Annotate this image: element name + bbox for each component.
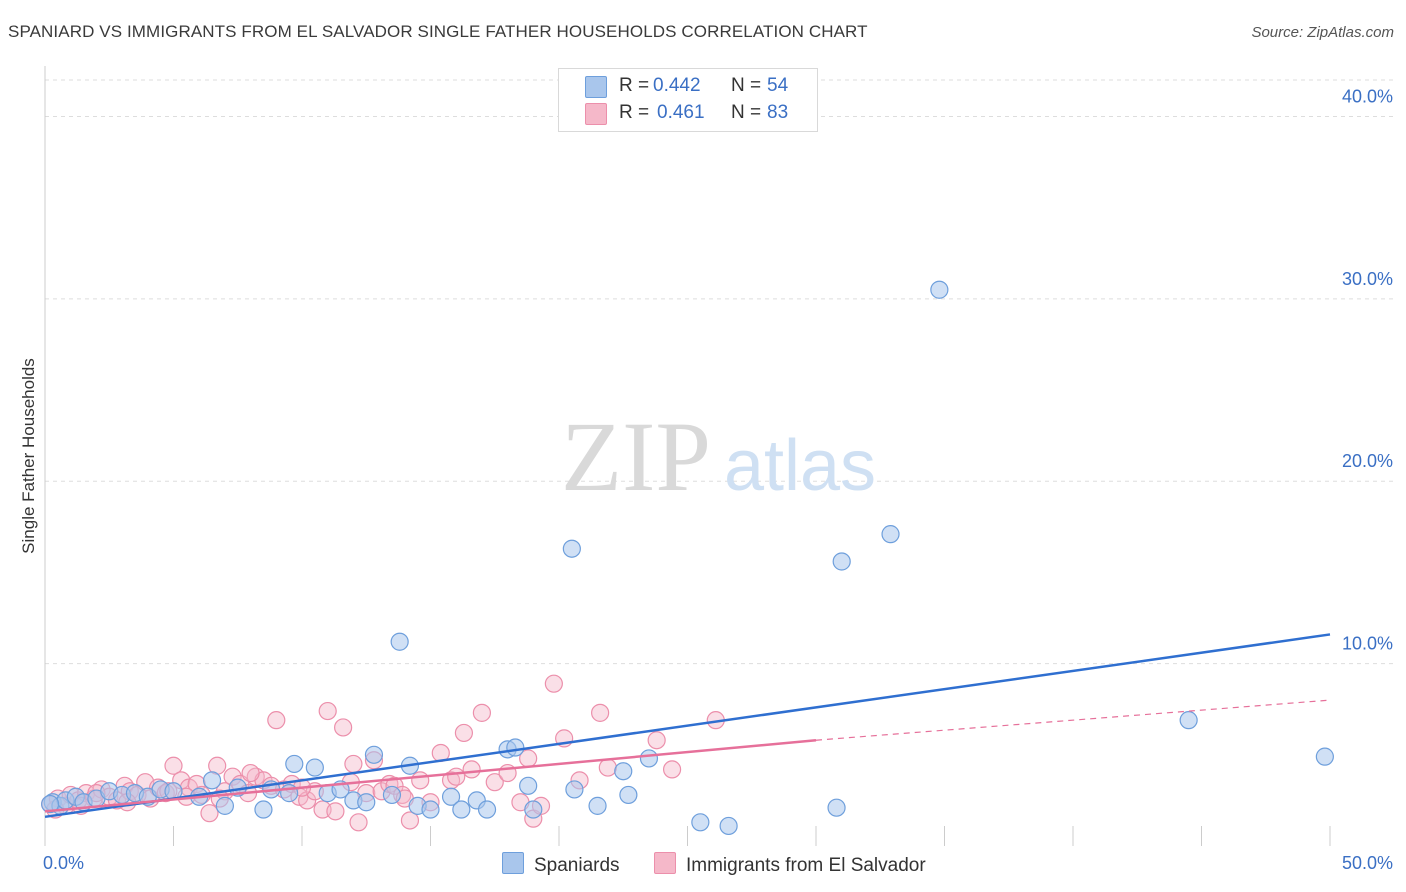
elsalvador-point: [164, 756, 183, 775]
x-tick-label: 50.0%: [1342, 853, 1393, 873]
legend-r-label: R =: [619, 75, 650, 96]
bottom-legend-swatch-spaniards: [502, 852, 524, 874]
grid-lines: [45, 79, 1395, 665]
elsalvador-point: [334, 718, 353, 737]
elsalvador-point: [349, 813, 368, 832]
elsalvador-point: [544, 674, 563, 693]
elsalvador-trend-line: [44, 738, 817, 813]
legend-n-value: 54: [767, 75, 789, 96]
legend-n-value: 83: [767, 102, 789, 123]
y-tick-label: 30.0%: [1342, 269, 1393, 289]
spaniards-point: [357, 793, 376, 812]
bottom-legend-label-elsalvador: Immigrants from El Salvador: [686, 855, 926, 876]
elsalvador-point: [462, 760, 481, 779]
spaniards-points: [41, 280, 1334, 836]
elsalvador-point: [662, 760, 682, 779]
spaniards-point: [832, 552, 851, 571]
legend-r-value: 0.442: [653, 75, 701, 96]
spaniards-point: [364, 745, 384, 764]
y-tick-label: 40.0%: [1342, 86, 1393, 106]
elsalvador-point: [647, 731, 666, 750]
watermark-atlas: atlas: [724, 426, 876, 506]
bottom-legend-elsalvador: Immigrants from El Salvador: [654, 852, 926, 877]
elsalvador-point: [400, 811, 420, 830]
spaniards-point: [421, 800, 440, 819]
source-label: Source: ZipAtlas.com: [1251, 24, 1394, 41]
elsalvador-point: [344, 754, 363, 774]
y-tick-label: 20.0%: [1342, 451, 1393, 471]
elsalvador-trend-extension: [815, 699, 1331, 741]
spaniards-point: [827, 798, 846, 817]
spaniards-point: [565, 780, 584, 799]
correlation-legend: R = 0.442 N = 54 R = 0.461 N = 83: [558, 68, 818, 132]
spaniards-point: [639, 749, 659, 768]
legend-n-label: N =: [731, 75, 762, 96]
elsalvador-point: [591, 703, 610, 722]
spaniards-point: [305, 758, 324, 777]
elsalvador-point: [241, 763, 260, 783]
spaniards-point: [41, 794, 60, 814]
legend-swatch-spaniards: [585, 76, 607, 98]
spaniards-point: [619, 785, 638, 805]
elsalvador-point: [447, 767, 466, 786]
trend-lines: [44, 633, 1331, 819]
x-tick-label: 0.0%: [43, 853, 84, 873]
elsalvador-points: [41, 674, 725, 832]
spaniards-point: [285, 754, 304, 774]
bottom-legend-label-spaniards: Spaniards: [534, 855, 620, 876]
spaniards-trend-line: [44, 633, 1331, 819]
elsalvador-point: [318, 701, 337, 721]
axes: [44, 66, 1331, 846]
spaniards-point: [452, 800, 471, 819]
legend-r-label: R =: [619, 102, 650, 123]
spaniards-point: [215, 796, 234, 815]
elsalvador-point: [411, 771, 430, 790]
elsalvador-point: [454, 723, 474, 743]
elsalvador-point: [485, 773, 504, 792]
legend-swatch-elsalvador: [585, 103, 607, 125]
chart-title: SPANIARD VS IMMIGRANTS FROM EL SALVADOR …: [8, 22, 868, 41]
spaniards-point: [524, 800, 543, 819]
spaniards-point: [562, 539, 581, 558]
elsalvador-point: [472, 703, 491, 722]
spaniards-point: [390, 632, 409, 651]
bottom-legend-swatch-elsalvador: [654, 852, 676, 874]
y-tick-label: 10.0%: [1342, 634, 1393, 654]
bottom-legend-spaniards: Spaniards: [502, 852, 620, 877]
spaniards-point: [477, 800, 497, 819]
spaniards-point: [441, 787, 461, 806]
elsalvador-point: [267, 711, 286, 730]
spaniards-point: [614, 762, 633, 781]
spaniards-point: [719, 816, 738, 836]
legend-n-label: N =: [731, 102, 762, 123]
spaniards-point: [506, 738, 525, 757]
y-axis-label: Single Father Households: [19, 358, 38, 554]
spaniards-point: [519, 776, 538, 795]
legend-r-value: 0.461: [657, 102, 705, 123]
spaniards-point: [588, 796, 607, 815]
elsalvador-point: [326, 802, 345, 821]
spaniards-point: [1315, 747, 1334, 766]
spaniards-point: [202, 771, 222, 790]
spaniards-point: [881, 525, 900, 544]
tick-labels: 10.0% 20.0% 30.0% 40.0% 0.0% 50.0%: [43, 86, 1393, 873]
watermark: ZIP atlas: [561, 401, 876, 512]
spaniards-point: [1179, 711, 1198, 730]
watermark-zip: ZIP: [561, 401, 711, 512]
spaniards-point: [382, 785, 402, 805]
elsalvador-point: [598, 758, 617, 777]
spaniards-point: [254, 800, 273, 819]
elsalvador-point: [200, 804, 219, 823]
spaniards-point: [930, 280, 949, 299]
spaniards-point: [691, 813, 710, 832]
